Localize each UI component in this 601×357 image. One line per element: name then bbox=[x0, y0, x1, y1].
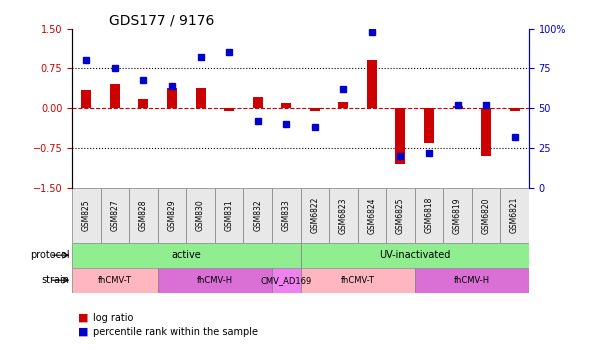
Text: fhCMV-H: fhCMV-H bbox=[197, 276, 233, 285]
FancyBboxPatch shape bbox=[272, 188, 300, 243]
Text: GSM6820: GSM6820 bbox=[481, 197, 490, 233]
Bar bbox=[252, 97, 263, 108]
FancyBboxPatch shape bbox=[358, 188, 386, 243]
Text: protocol: protocol bbox=[29, 250, 69, 260]
FancyBboxPatch shape bbox=[72, 243, 300, 268]
Bar bbox=[281, 103, 291, 108]
Bar bbox=[395, 108, 406, 164]
FancyBboxPatch shape bbox=[386, 188, 415, 243]
FancyBboxPatch shape bbox=[157, 268, 272, 293]
FancyBboxPatch shape bbox=[100, 188, 129, 243]
Bar bbox=[338, 102, 349, 108]
Text: GSM827: GSM827 bbox=[111, 200, 120, 231]
Text: GSM6821: GSM6821 bbox=[510, 197, 519, 233]
Bar bbox=[510, 108, 520, 111]
Bar bbox=[481, 108, 491, 156]
Text: strain: strain bbox=[41, 275, 69, 285]
Text: GSM6824: GSM6824 bbox=[367, 197, 376, 233]
Bar bbox=[81, 90, 91, 108]
FancyBboxPatch shape bbox=[72, 188, 100, 243]
FancyBboxPatch shape bbox=[272, 268, 300, 293]
Text: percentile rank within the sample: percentile rank within the sample bbox=[93, 327, 258, 337]
Text: GSM830: GSM830 bbox=[196, 200, 205, 231]
FancyBboxPatch shape bbox=[415, 268, 529, 293]
Text: fhCMV-T: fhCMV-T bbox=[341, 276, 374, 285]
Text: GSM829: GSM829 bbox=[168, 200, 177, 231]
Text: fhCMV-H: fhCMV-H bbox=[454, 276, 490, 285]
Text: active: active bbox=[171, 250, 201, 260]
Bar bbox=[110, 84, 120, 108]
FancyBboxPatch shape bbox=[129, 188, 157, 243]
Text: GSM6825: GSM6825 bbox=[396, 197, 405, 233]
Text: ■: ■ bbox=[78, 327, 88, 337]
FancyBboxPatch shape bbox=[186, 188, 215, 243]
Text: fhCMV-T: fhCMV-T bbox=[98, 276, 132, 285]
FancyBboxPatch shape bbox=[329, 188, 358, 243]
FancyBboxPatch shape bbox=[243, 188, 272, 243]
Bar bbox=[138, 99, 148, 108]
Text: GSM831: GSM831 bbox=[225, 200, 234, 231]
FancyBboxPatch shape bbox=[472, 188, 500, 243]
Bar bbox=[167, 88, 177, 108]
Text: GSM833: GSM833 bbox=[282, 200, 291, 231]
Bar bbox=[453, 106, 463, 108]
Bar bbox=[424, 108, 434, 143]
FancyBboxPatch shape bbox=[300, 243, 529, 268]
Text: GSM825: GSM825 bbox=[82, 200, 91, 231]
Text: GSM6822: GSM6822 bbox=[310, 197, 319, 233]
Text: GSM828: GSM828 bbox=[139, 200, 148, 231]
Text: GSM832: GSM832 bbox=[253, 200, 262, 231]
Text: UV-inactivated: UV-inactivated bbox=[379, 250, 450, 260]
Bar bbox=[367, 60, 377, 108]
Text: log ratio: log ratio bbox=[93, 313, 133, 323]
Bar bbox=[195, 88, 206, 108]
FancyBboxPatch shape bbox=[500, 188, 529, 243]
Text: GSM6819: GSM6819 bbox=[453, 197, 462, 233]
FancyBboxPatch shape bbox=[157, 188, 186, 243]
Text: GDS177 / 9176: GDS177 / 9176 bbox=[109, 14, 214, 27]
Bar bbox=[310, 108, 320, 111]
FancyBboxPatch shape bbox=[215, 188, 243, 243]
Text: GSM6818: GSM6818 bbox=[424, 197, 433, 233]
Text: GSM6823: GSM6823 bbox=[339, 197, 348, 233]
FancyBboxPatch shape bbox=[415, 188, 443, 243]
FancyBboxPatch shape bbox=[300, 268, 415, 293]
Text: CMV_AD169: CMV_AD169 bbox=[261, 276, 312, 285]
FancyBboxPatch shape bbox=[300, 188, 329, 243]
Text: ■: ■ bbox=[78, 313, 88, 323]
Bar bbox=[224, 108, 234, 111]
FancyBboxPatch shape bbox=[443, 188, 472, 243]
FancyBboxPatch shape bbox=[72, 268, 157, 293]
